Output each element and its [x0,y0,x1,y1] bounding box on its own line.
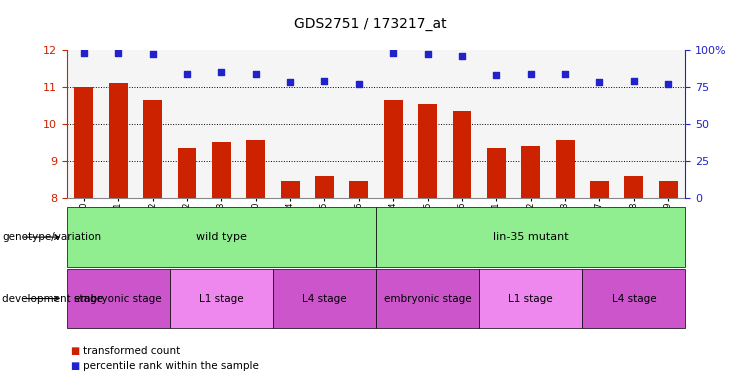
Bar [350,181,368,384]
Point [594,79,605,86]
Bar [143,100,162,384]
Point [285,79,296,86]
Text: ■: ■ [70,361,79,371]
Text: ■: ■ [70,346,79,356]
Text: development stage: development stage [2,293,103,304]
Point [456,53,468,59]
Bar [178,148,196,384]
Bar [246,141,265,384]
Text: percentile rank within the sample: percentile rank within the sample [83,361,259,371]
Point [250,71,262,77]
Bar [212,142,231,384]
Point [113,50,124,56]
Point [491,72,502,78]
Bar [556,141,574,384]
Point [662,81,674,87]
Point [216,69,227,75]
Bar [590,181,609,384]
Bar [384,100,402,384]
Bar [418,104,437,384]
Text: L4 stage: L4 stage [302,293,347,304]
Text: L4 stage: L4 stage [611,293,657,304]
Point [353,81,365,87]
Bar [453,111,471,384]
Text: embryonic stage: embryonic stage [384,293,471,304]
Text: transformed count: transformed count [83,346,180,356]
Point [78,50,90,56]
Text: L1 stage: L1 stage [199,293,244,304]
Bar [625,175,643,384]
Point [147,51,159,58]
Point [422,51,433,58]
Point [181,71,193,77]
Bar [109,83,127,384]
Bar [315,175,334,384]
Bar [281,181,299,384]
Point [319,78,330,84]
Point [559,71,571,77]
Text: GDS2751 / 173217_at: GDS2751 / 173217_at [294,17,447,31]
Bar [659,181,678,384]
Text: genotype/variation: genotype/variation [2,232,102,242]
Point [525,71,536,77]
Bar [521,146,540,384]
Text: lin-35 mutant: lin-35 mutant [493,232,568,242]
Bar [74,87,93,384]
Point [388,50,399,56]
Point [628,78,639,84]
Text: wild type: wild type [196,232,247,242]
Text: embryonic stage: embryonic stage [74,293,162,304]
Text: L1 stage: L1 stage [508,293,553,304]
Bar [487,148,506,384]
